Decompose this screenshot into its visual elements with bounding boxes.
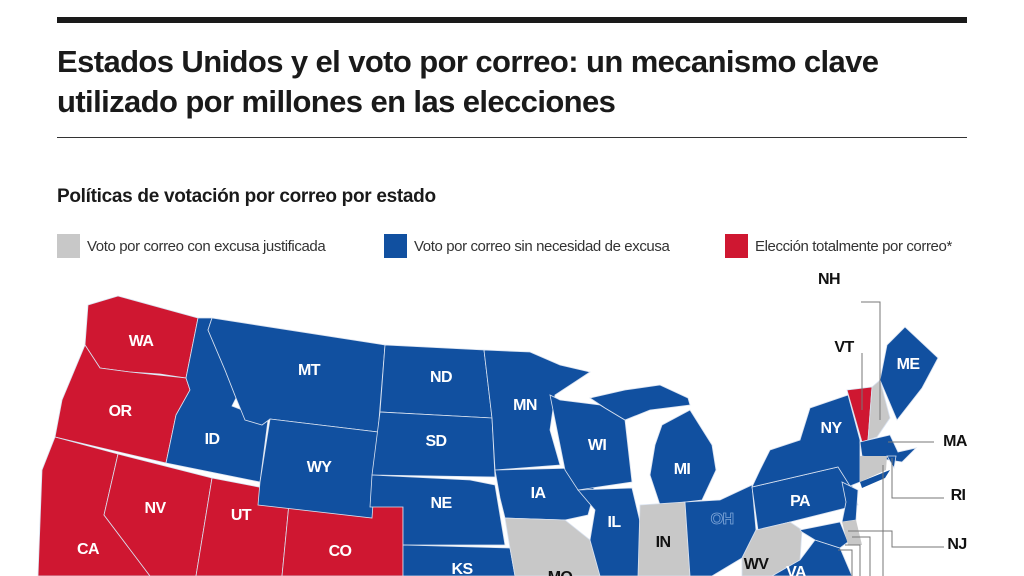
- state-label-mo: MO: [548, 569, 573, 576]
- state-label-mn: MN: [513, 397, 537, 414]
- state-label-mt: MT: [298, 362, 321, 379]
- state-label-nd: ND: [430, 369, 452, 386]
- state-label-co: CO: [329, 543, 352, 560]
- state-label-vt: VT: [834, 339, 854, 356]
- state-label-ne: NE: [430, 495, 452, 512]
- top-rule: [57, 17, 967, 23]
- connecticut-region: [860, 456, 887, 482]
- state-label-wy: WY: [307, 459, 333, 476]
- state-ny: [751, 394, 861, 488]
- legend-label: Elección totalmente por correo*: [755, 237, 952, 255]
- legend-swatch-blue: [384, 234, 407, 258]
- legend-swatch-gray: [57, 234, 80, 258]
- state-label-wv: WV: [744, 556, 770, 573]
- state-in: [637, 501, 691, 576]
- delaware-region: [842, 520, 862, 545]
- state-label-va: VA: [786, 564, 807, 576]
- md-leader: [845, 544, 861, 576]
- de-leader: [852, 536, 871, 576]
- state-label-wa: WA: [129, 333, 155, 350]
- state-label-ri: RI: [951, 487, 966, 504]
- state-il: [577, 487, 646, 576]
- state-label-pa: PA: [790, 493, 811, 510]
- legend-swatch-red: [725, 234, 748, 258]
- state-label-or: OR: [109, 403, 133, 420]
- state-label-me: ME: [897, 356, 921, 373]
- state-wy: [257, 418, 379, 519]
- state-label-ia: IA: [531, 485, 547, 502]
- title-divider: [57, 137, 967, 138]
- dc-leader: [838, 549, 853, 576]
- state-label-wi: WI: [588, 437, 607, 454]
- state-va: [799, 521, 849, 549]
- state-label-sd: SD: [425, 433, 446, 450]
- state-nv: [103, 453, 213, 576]
- state-sd: [371, 411, 496, 478]
- state-me: [879, 326, 939, 421]
- legend-item-excuse: Voto por correo con excusa justificada: [57, 234, 326, 258]
- legend-label: Voto por correo sin necesidad de excusa: [414, 237, 670, 255]
- legend-label: Voto por correo con excusa justificada: [87, 237, 326, 255]
- state-label-nj: NJ: [947, 536, 966, 553]
- state-label-ut: UT: [231, 507, 252, 524]
- state-label-ks: KS: [451, 561, 473, 576]
- nh-leader: [861, 301, 881, 420]
- state-label-nv: NV: [144, 500, 166, 517]
- state-label-in: IN: [656, 534, 671, 551]
- state-wi: [549, 394, 633, 491]
- state-mn: [483, 349, 591, 471]
- legend: Voto por correo con excusa justificada V…: [57, 234, 967, 258]
- state-label-ma: MA: [943, 433, 968, 450]
- state-label-oh: OH: [711, 511, 734, 528]
- state-mo: [504, 517, 601, 576]
- state-label-nh: NH: [818, 271, 840, 288]
- legend-item-no-excuse: Voto por correo sin necesidad de excusa: [384, 234, 670, 258]
- nj-leader: [848, 530, 944, 548]
- state-ks: [402, 544, 516, 576]
- state-label-mi: MI: [674, 461, 691, 478]
- state-label-il: IL: [607, 514, 621, 531]
- state-label-id: ID: [205, 431, 220, 448]
- state-label-ca: CA: [77, 541, 100, 558]
- state-mi: [649, 409, 717, 506]
- state-ne: [369, 474, 506, 546]
- ri-leader: [891, 458, 944, 499]
- state-mi: [589, 384, 691, 421]
- state-label-ny: NY: [820, 420, 842, 437]
- page-title: Estados Unidos y el voto por correo: un …: [57, 44, 879, 119]
- legend-item-all-mail: Elección totalmente por correo*: [725, 234, 952, 258]
- map-subtitle: Políticas de votación por correo por est…: [57, 186, 436, 207]
